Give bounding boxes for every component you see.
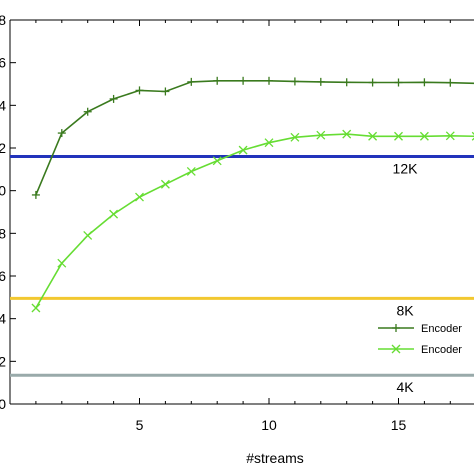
legend-label: Encoder	[421, 344, 462, 356]
x-tick-label: 15	[391, 417, 407, 433]
data-point	[264, 138, 274, 148]
reference-line-label: 8K	[396, 302, 414, 318]
data-point	[212, 156, 222, 166]
x-tick-label: 5	[136, 417, 144, 433]
y-tick-label: 12	[0, 140, 6, 156]
reference-lines: 12K 8K 4K	[10, 155, 474, 395]
data-point	[342, 129, 352, 139]
y-tick-label: 4	[0, 311, 6, 327]
legend-entry: Encoder	[378, 323, 462, 335]
legend: Encoder Encoder	[378, 323, 462, 356]
data-point	[445, 131, 455, 141]
data-point	[290, 132, 300, 142]
data-point	[109, 209, 119, 219]
data-point	[135, 192, 144, 202]
y-tick-label: 6	[0, 268, 6, 284]
x-axis-label: #streams	[246, 450, 304, 466]
axes	[9, 19, 474, 405]
y-tick-label: 0	[0, 396, 6, 412]
x-tick-labels: 5 10 15	[136, 417, 407, 433]
data-point	[186, 167, 196, 176]
reference-line-label: 12K	[393, 161, 419, 177]
data-point	[238, 145, 248, 155]
y-tick-label: 14	[0, 97, 6, 113]
series	[31, 76, 474, 313]
data-point	[83, 231, 93, 240]
series-line	[35, 80, 474, 196]
data-point	[419, 131, 429, 141]
y-tick-label: 18	[0, 12, 6, 28]
data-point	[31, 303, 41, 313]
x-tick-label: 10	[261, 417, 277, 433]
data-point	[394, 131, 403, 141]
reference-line-label: 4K	[396, 379, 414, 395]
data-point	[368, 131, 378, 141]
series-0	[31, 76, 474, 199]
data-point	[391, 344, 401, 354]
y-tick-label: 16	[0, 55, 6, 71]
y-tick-label: 10	[0, 183, 6, 199]
legend-label: Encoder	[421, 323, 462, 335]
y-tick-label: 8	[0, 225, 6, 241]
legend-entry: Encoder	[378, 344, 462, 356]
data-point	[57, 258, 67, 268]
y-tick-labels: 0 2 4 6 8 10 12 14 16 18	[0, 12, 6, 412]
data-point	[160, 179, 170, 189]
y-tick-label: 2	[0, 353, 6, 369]
data-point	[316, 130, 326, 140]
